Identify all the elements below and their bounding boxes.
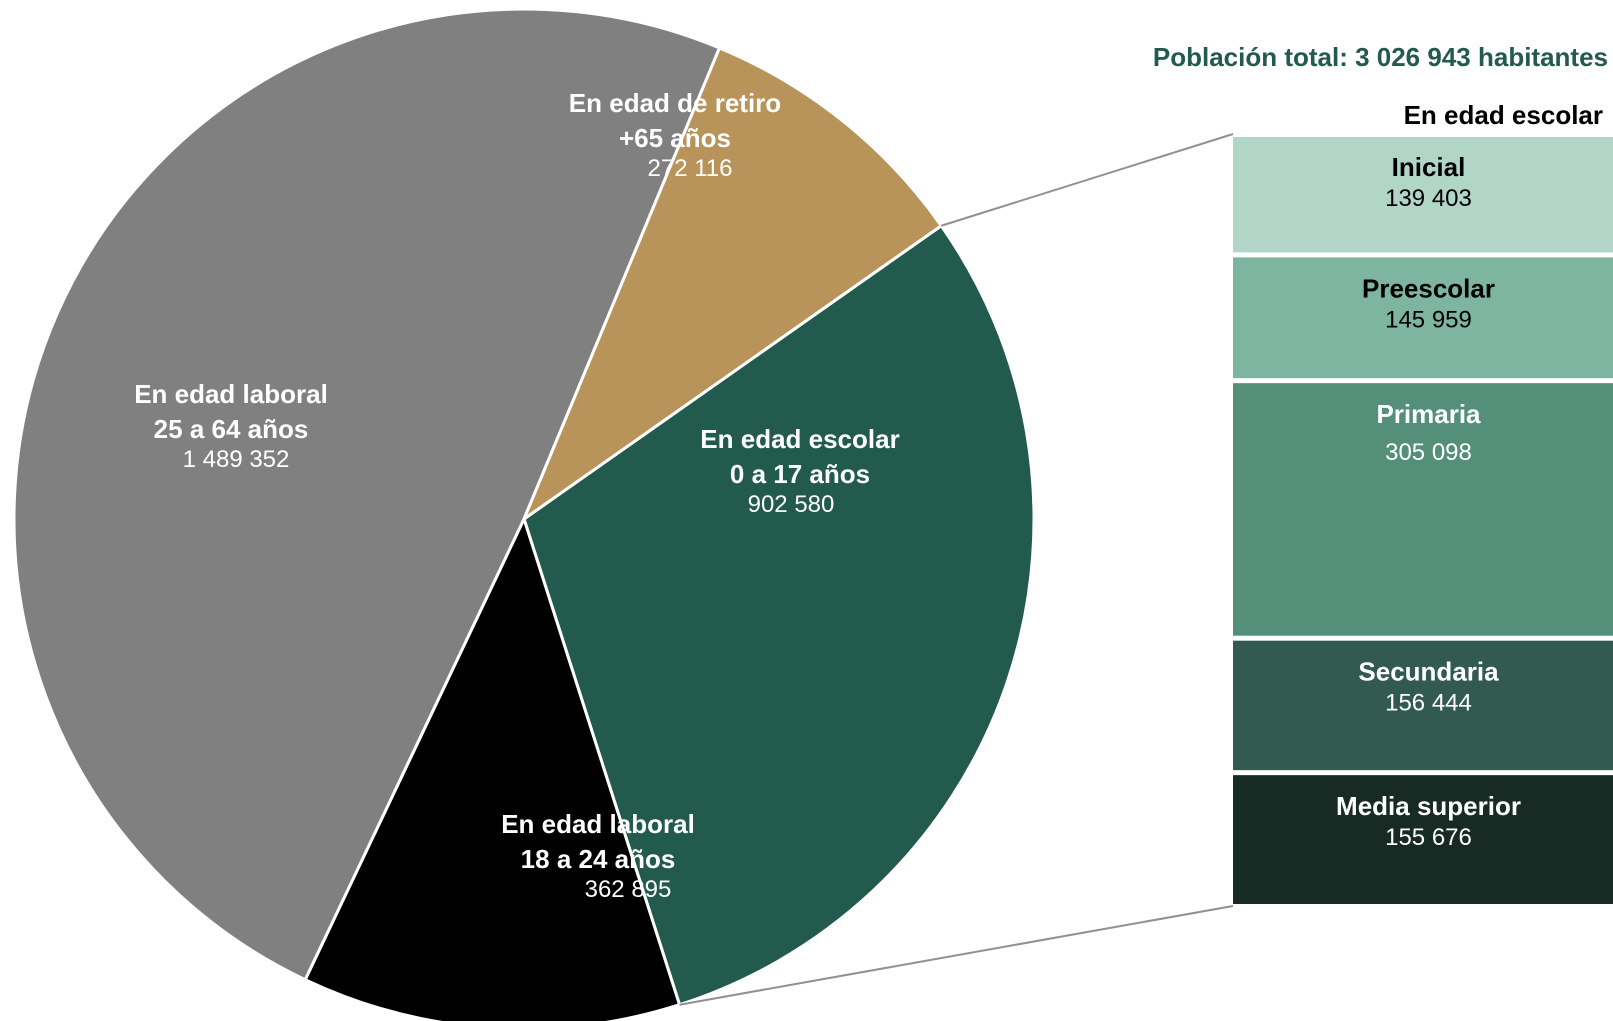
slice-value-laboral25: 1 489 352 xyxy=(183,446,290,473)
bar-label-media-superior: Media superior xyxy=(1336,791,1521,821)
pie-slices xyxy=(12,7,1036,1021)
bar-value-secundaria: 156 444 xyxy=(1385,690,1472,717)
slice-label-laboral25-line1: En edad laboral xyxy=(134,379,328,409)
bar-segment-media-superior xyxy=(1233,775,1613,904)
bar-value-primaria: 305 098 xyxy=(1385,439,1472,466)
connector-top xyxy=(940,133,1234,227)
pie-slice-retiro xyxy=(520,45,944,524)
slice-label-escolar-line2: 0 a 17 años xyxy=(730,459,870,489)
bar-value-media-superior: 155 676 xyxy=(1385,824,1472,851)
bar-label-secundaria: Secundaria xyxy=(1358,657,1499,687)
bar-label-preescolar: Preescolar xyxy=(1362,273,1495,303)
slice-label-retiro-line2: +65 años xyxy=(619,123,731,153)
pie-slice-laboral18 xyxy=(303,514,682,1021)
breakdown-title: En edad escolar xyxy=(1404,100,1603,130)
slice-value-retiro: 272 116 xyxy=(648,155,733,182)
bar-segment-secundaria xyxy=(1233,640,1613,771)
connector-bottom xyxy=(679,905,1234,1006)
slice-value-escolar: 902 580 xyxy=(748,491,835,518)
chart-title: Población total: 3 026 943 habitantes xyxy=(1153,42,1608,72)
pie-slice-laboral25 xyxy=(12,7,722,982)
slice-value-laboral18: 362 895 xyxy=(585,876,672,903)
connector-lines xyxy=(679,133,1234,1006)
bar-segment-primaria xyxy=(1233,383,1613,636)
bar-value-preescolar: 145 959 xyxy=(1385,306,1472,333)
bar-value-inicial: 139 403 xyxy=(1385,185,1472,212)
bar-label-inicial: Inicial xyxy=(1392,152,1466,182)
pie-slice-escolar xyxy=(522,223,1036,1007)
slice-label-escolar-line1: En edad escolar xyxy=(700,424,899,454)
slice-label-laboral25-line2: 25 a 64 años xyxy=(154,414,309,444)
slice-label-retiro-line1: En edad de retiro xyxy=(569,88,781,118)
slice-label-laboral18-line1: En edad laboral xyxy=(501,809,695,839)
bar-segment-preescolar xyxy=(1233,257,1613,379)
bar-label-primaria: Primaria xyxy=(1376,399,1481,429)
breakdown-bar: Inicial 139 403 Preescolar 145 959 Primaria 3… xyxy=(1233,137,1613,904)
slice-label-laboral18-line2: 18 a 24 años xyxy=(521,844,676,874)
bar-segment-inicial xyxy=(1233,137,1613,253)
